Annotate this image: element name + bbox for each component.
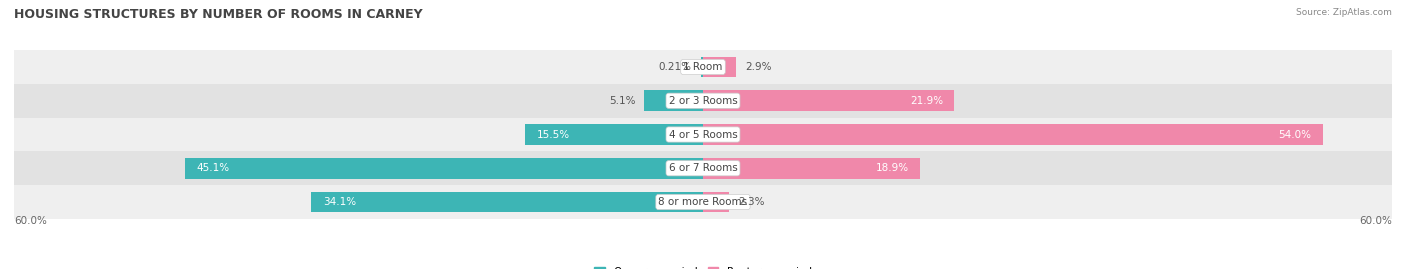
Text: 2.9%: 2.9% — [745, 62, 772, 72]
Bar — [703, 90, 955, 111]
Text: 60.0%: 60.0% — [14, 216, 46, 226]
Bar — [14, 151, 1392, 185]
Bar — [703, 158, 920, 179]
Bar — [14, 185, 1392, 219]
Bar — [14, 84, 1392, 118]
Text: 0.21%: 0.21% — [658, 62, 692, 72]
Text: Source: ZipAtlas.com: Source: ZipAtlas.com — [1296, 8, 1392, 17]
Legend: Owner-occupied, Renter-occupied: Owner-occupied, Renter-occupied — [591, 263, 815, 269]
Text: 34.1%: 34.1% — [323, 197, 356, 207]
Bar — [703, 124, 1323, 145]
Bar — [700, 56, 703, 77]
Text: 2.3%: 2.3% — [738, 197, 765, 207]
Bar — [14, 118, 1392, 151]
Text: 45.1%: 45.1% — [197, 163, 229, 173]
Bar — [703, 56, 737, 77]
Text: 60.0%: 60.0% — [1360, 216, 1392, 226]
Text: 21.9%: 21.9% — [910, 96, 943, 106]
Bar — [186, 158, 703, 179]
Bar — [312, 192, 703, 213]
Text: 1 Room: 1 Room — [683, 62, 723, 72]
Text: 4 or 5 Rooms: 4 or 5 Rooms — [669, 129, 737, 140]
Bar — [644, 90, 703, 111]
Text: 6 or 7 Rooms: 6 or 7 Rooms — [669, 163, 737, 173]
Text: 54.0%: 54.0% — [1278, 129, 1312, 140]
Bar — [524, 124, 703, 145]
Text: 8 or more Rooms: 8 or more Rooms — [658, 197, 748, 207]
Text: 18.9%: 18.9% — [876, 163, 908, 173]
Text: 5.1%: 5.1% — [609, 96, 636, 106]
Bar — [703, 192, 730, 213]
Text: HOUSING STRUCTURES BY NUMBER OF ROOMS IN CARNEY: HOUSING STRUCTURES BY NUMBER OF ROOMS IN… — [14, 8, 423, 21]
Text: 2 or 3 Rooms: 2 or 3 Rooms — [669, 96, 737, 106]
Bar — [14, 50, 1392, 84]
Text: 15.5%: 15.5% — [537, 129, 569, 140]
